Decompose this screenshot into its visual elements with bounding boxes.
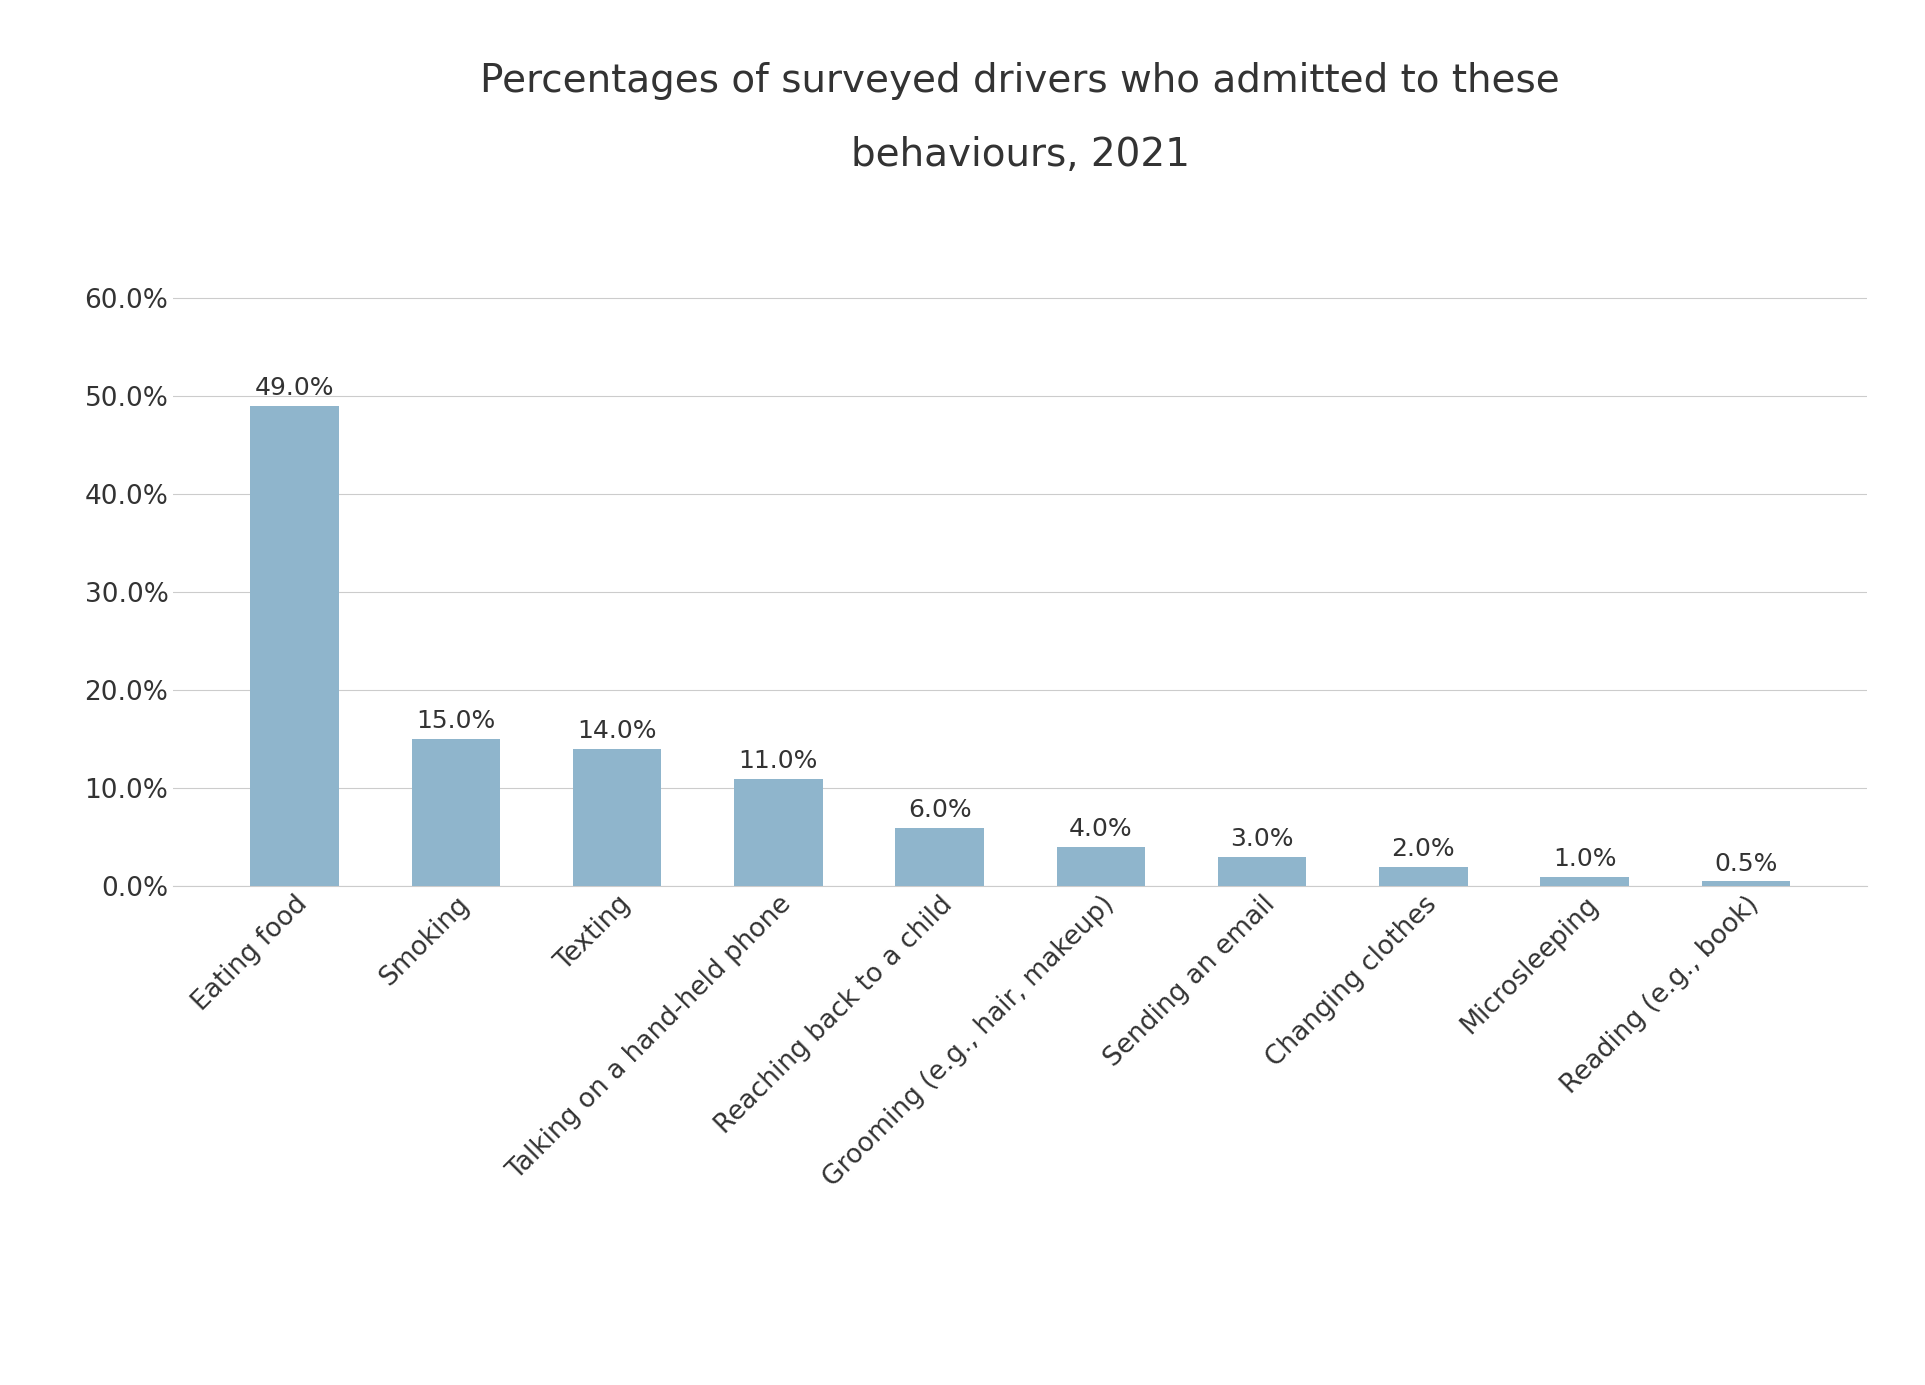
- Bar: [1057, 848, 1145, 886]
- Bar: [574, 749, 662, 886]
- Text: 49.0%: 49.0%: [254, 377, 335, 400]
- Text: 0.5%: 0.5%: [1715, 852, 1777, 875]
- Bar: [250, 406, 339, 886]
- Text: 3.0%: 3.0%: [1230, 827, 1294, 852]
- Text: 2.0%: 2.0%: [1392, 837, 1455, 861]
- Bar: [1702, 881, 1790, 886]
- Text: 14.0%: 14.0%: [578, 719, 656, 744]
- Bar: [733, 778, 822, 886]
- Bar: [1378, 867, 1467, 886]
- Bar: [1219, 857, 1307, 886]
- Text: 1.0%: 1.0%: [1553, 846, 1617, 871]
- Bar: [895, 828, 984, 886]
- Text: 11.0%: 11.0%: [739, 749, 818, 773]
- Bar: [412, 740, 500, 886]
- Text: 15.0%: 15.0%: [416, 709, 495, 734]
- Text: 4.0%: 4.0%: [1068, 817, 1132, 841]
- Bar: [1540, 877, 1629, 886]
- Title: Percentages of surveyed drivers who admitted to these
behaviours, 2021: Percentages of surveyed drivers who admi…: [481, 62, 1559, 175]
- Text: 6.0%: 6.0%: [909, 798, 972, 821]
